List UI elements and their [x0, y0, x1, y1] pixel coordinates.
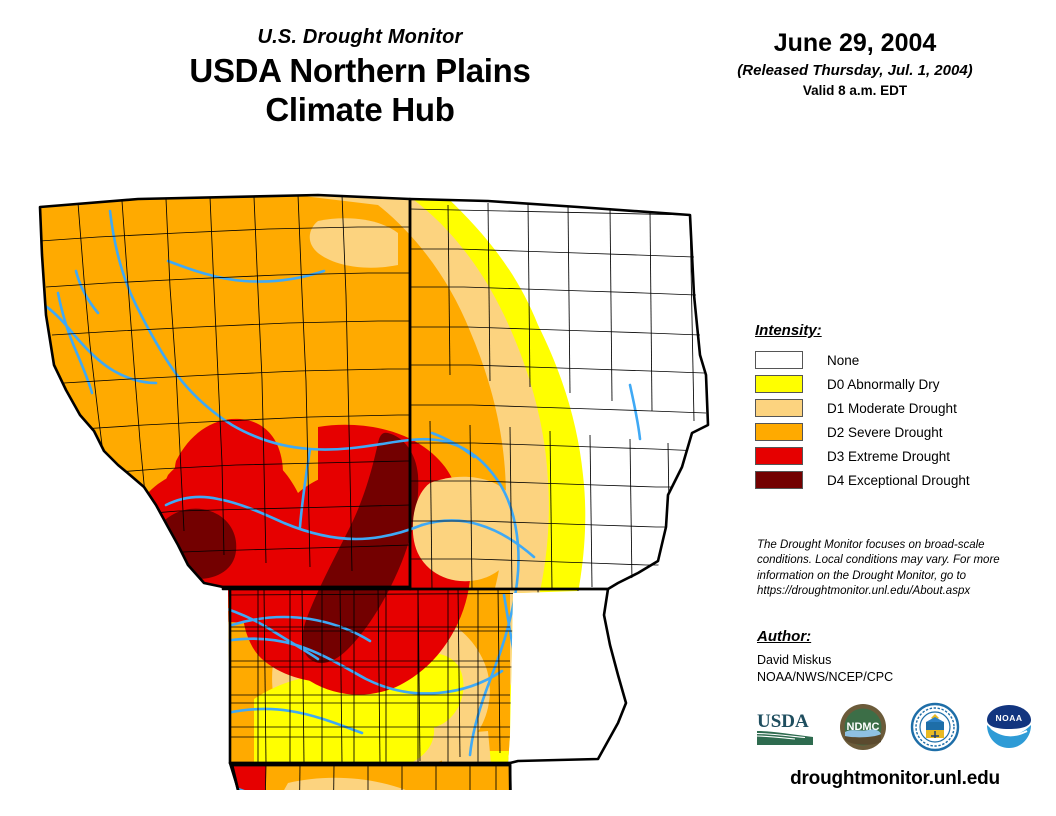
drought-map-svg[interactable]: [18, 175, 738, 790]
legend-swatch-none: [755, 351, 803, 369]
usdc-logo[interactable]: [910, 702, 960, 752]
page-title: USDA Northern Plains Climate Hub: [30, 52, 690, 130]
legend-swatch-d3: [755, 447, 803, 465]
site-url[interactable]: droughtmonitor.unl.edu: [790, 768, 1000, 789]
ne-d3-patch-nw: [232, 765, 266, 790]
map-drought-layers: [40, 195, 708, 763]
page-title-line-2: Climate Hub: [265, 90, 455, 128]
legend-label-d1: D1 Moderate Drought: [827, 400, 957, 416]
state-nebraska: [228, 761, 512, 790]
legend-item-none[interactable]: None: [755, 348, 1035, 372]
d4-region-band: [302, 432, 419, 664]
river-north-platte: [212, 603, 320, 661]
drought-map[interactable]: [18, 175, 738, 790]
author-block: Author: David Miskus NOAA/NWS/NCEP/CPC: [757, 628, 1029, 686]
river-red: [628, 383, 642, 441]
river-big-sioux: [558, 643, 610, 673]
usda-logo[interactable]: USDA: [755, 707, 815, 747]
nebraska-panel: [230, 763, 512, 790]
svg-text:USDA: USDA: [757, 711, 809, 732]
d1-patch-montana-north: [309, 218, 398, 268]
legend-swatch-d2: [755, 423, 803, 441]
legend-label-d0: D0 Abnormally Dry: [827, 376, 940, 392]
ndmc-logo[interactable]: NDMC: [838, 702, 888, 752]
valid-time: Valid 8 a.m. EDT: [802, 82, 908, 98]
legend-swatch-d0: [755, 375, 803, 393]
county-boundaries: [40, 195, 707, 763]
legend-swatch-d4: [755, 471, 803, 489]
d1-hole-north-dakota: [412, 476, 522, 582]
river-platte: [212, 637, 504, 695]
state-north-dakota: [408, 197, 710, 591]
d1-patch-nebraska-se: [442, 731, 492, 763]
river-milk: [166, 259, 326, 283]
header-right-block: June 29, 2004 (Released Thursday, Jul. 1…: [690, 29, 1020, 98]
legend-item-d2[interactable]: D2 Severe Drought: [755, 420, 1035, 444]
state-nebraska-outline: [230, 763, 512, 790]
disclaimer-text: The Drought Monitor focuses on broad-sca…: [757, 539, 1000, 597]
header-left-block: U.S. Drought Monitor USDA Northern Plain…: [30, 26, 690, 130]
author-title: Author:: [757, 628, 812, 645]
river-flathead: [74, 269, 100, 315]
d3-strip-nebraska-north: [214, 573, 280, 597]
author-name: David Miskus: [757, 653, 832, 667]
state-boundaries: [38, 193, 710, 790]
logo-strip: USDA NDMC NOAA: [755, 698, 1035, 756]
legend-label-d4: D4 Exceptional Drought: [827, 472, 970, 488]
svg-text:NOAA: NOAA: [995, 713, 1022, 723]
drought-monitor-supertitle: U.S. Drought Monitor: [257, 26, 463, 48]
legend-label-none: None: [827, 352, 860, 368]
river-niobrara: [230, 615, 372, 643]
legend-swatch-d1: [755, 399, 803, 417]
legend-title: Intensity:: [755, 322, 822, 339]
river-yellowstone: [164, 495, 424, 541]
release-date: (Released Thursday, Jul. 1, 2004): [737, 61, 973, 79]
river-bitterroot: [56, 291, 94, 395]
legend-item-d3[interactable]: D3 Extreme Drought: [755, 444, 1035, 468]
legend-label-d3: D3 Extreme Drought: [827, 448, 951, 464]
legend: Intensity: None D0 Abnormally Dry D1 Mod…: [755, 322, 1035, 492]
legend-item-d0[interactable]: D0 Abnormally Dry: [755, 372, 1035, 396]
legend-label-d2: D2 Severe Drought: [827, 424, 943, 440]
page-title-line-1: USDA Northern Plains: [189, 52, 531, 89]
author-affiliation: NOAA/NWS/NCEP/CPC: [757, 669, 894, 684]
noaa-logo[interactable]: NOAA: [983, 703, 1035, 751]
legend-item-d4[interactable]: D4 Exceptional Drought: [755, 468, 1035, 492]
svg-text:NDMC: NDMC: [846, 721, 879, 733]
river-little-missouri: [298, 447, 312, 529]
d0-patch-nebraska: [254, 673, 435, 763]
river-knife: [430, 431, 476, 459]
legend-item-d1[interactable]: D1 Moderate Drought: [755, 396, 1035, 420]
issue-date: June 29, 2004: [773, 29, 937, 57]
